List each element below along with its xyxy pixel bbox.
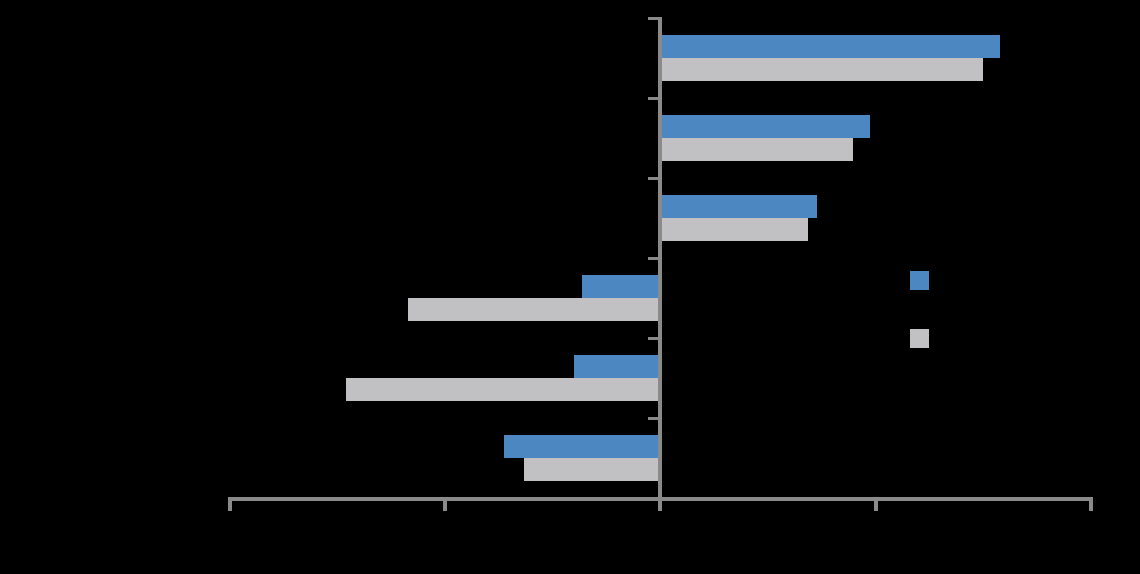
x-axis-tick	[1089, 497, 1093, 511]
y-axis-line	[658, 17, 662, 511]
bar-series-2-gray-cat6	[524, 458, 658, 481]
y-axis-tick	[648, 97, 658, 100]
y-axis-tick	[648, 17, 658, 20]
y-axis-tick	[648, 257, 658, 260]
legend-swatch-2	[910, 329, 929, 348]
x-axis-tick	[228, 497, 232, 511]
bar-series-2-gray-cat5	[346, 378, 658, 401]
x-axis-tick	[443, 497, 447, 511]
bar-series-1-blue-cat3	[662, 195, 817, 218]
bar-series-1-blue-cat2	[662, 115, 870, 138]
x-axis-line	[229, 497, 1093, 501]
bar-series-2-gray-cat1	[662, 58, 983, 81]
bar-series-2-gray-cat3	[662, 218, 808, 241]
bar-series-2-gray-cat4	[408, 298, 658, 321]
bar-series-1-blue-cat4	[582, 275, 658, 298]
y-axis-tick	[648, 337, 658, 340]
bar-series-1-blue-cat1	[662, 35, 1000, 58]
x-axis-tick	[874, 497, 878, 511]
legend-swatch-1	[910, 271, 929, 290]
y-axis-tick	[648, 417, 658, 420]
bar-series-1-blue-cat5	[574, 355, 658, 378]
bar-series-1-blue-cat6	[504, 435, 658, 458]
y-axis-tick	[648, 177, 658, 180]
bar-series-2-gray-cat2	[662, 138, 853, 161]
